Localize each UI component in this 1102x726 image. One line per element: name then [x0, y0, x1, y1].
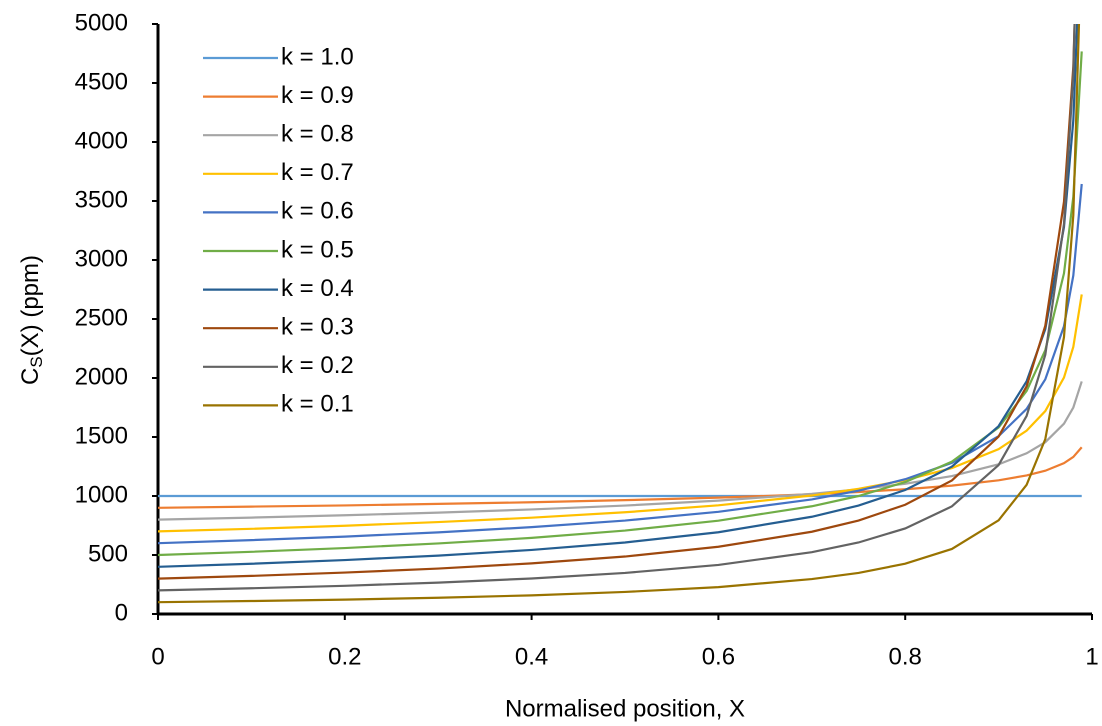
- legend-label: k = 0.3: [281, 314, 354, 341]
- y-tick-label: 5000: [75, 9, 128, 36]
- series-line: [158, 183, 1083, 545]
- y-tick-label: 1000: [75, 481, 128, 508]
- x-tick-label: 0.4: [515, 643, 548, 670]
- x-axis-title: Normalised position, X: [505, 695, 745, 722]
- series-line: [158, 24, 1081, 604]
- legend-label: k = 0.9: [281, 82, 354, 109]
- y-tick-label: 0: [115, 599, 128, 626]
- x-tick-label: 0: [151, 643, 164, 670]
- series-line: [158, 24, 1079, 568]
- x-tick-label: 0.2: [328, 643, 361, 670]
- y-title-rest: (X) (ppm): [17, 255, 44, 356]
- x-tick-label: 0.6: [702, 643, 735, 670]
- y-tick-label: 4500: [75, 68, 128, 95]
- x-tick-label: 0.8: [889, 643, 922, 670]
- y-title-main: C: [17, 368, 44, 385]
- y-title-sub: S: [27, 356, 46, 367]
- y-tick-label: 2500: [75, 304, 128, 331]
- y-tick-label: 3500: [75, 186, 128, 213]
- legend-label: k = 0.7: [281, 159, 354, 186]
- series-line: [158, 24, 1076, 592]
- x-tick-label: 1: [1085, 643, 1098, 670]
- legend-label: k = 1.0: [281, 43, 354, 70]
- legend-label: k = 0.4: [281, 275, 354, 302]
- series-line: [158, 51, 1083, 557]
- legend-label: k = 0.1: [281, 391, 354, 418]
- series-line: [158, 446, 1083, 509]
- legend-label: k = 0.6: [281, 198, 354, 225]
- y-tick-label: 500: [88, 540, 128, 567]
- y-tick-label: 1500: [75, 422, 128, 449]
- y-tick-label: 2000: [75, 363, 128, 390]
- legend-label: k = 0.8: [281, 121, 354, 148]
- y-axis-title: CS(X) (ppm): [17, 255, 46, 385]
- legend-label: k = 0.2: [281, 352, 354, 379]
- legend-label: k = 0.5: [281, 236, 354, 263]
- series-line: [158, 24, 1076, 580]
- y-tick-label: 4000: [75, 127, 128, 154]
- y-tick-label: 3000: [75, 245, 128, 272]
